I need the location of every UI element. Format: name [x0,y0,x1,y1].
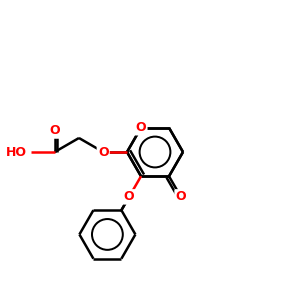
Text: O: O [50,124,60,137]
Text: O: O [176,190,186,203]
Text: O: O [124,190,134,203]
Text: HO: HO [6,146,27,158]
Text: O: O [136,121,146,134]
Text: O: O [98,146,109,158]
